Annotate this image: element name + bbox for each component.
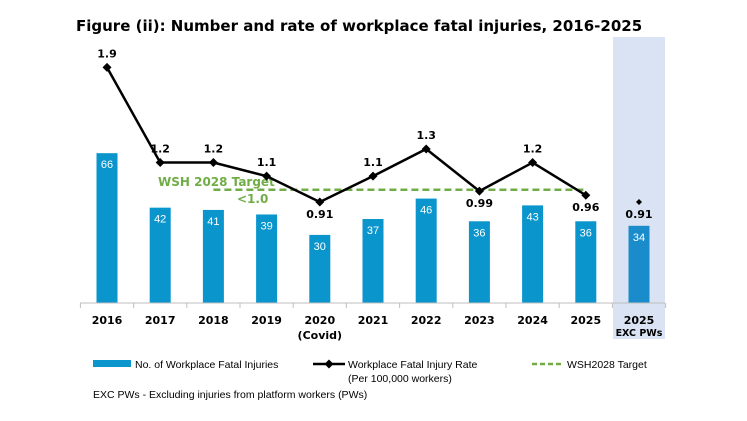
x-tick-sublabel: EXC PWs (616, 328, 663, 339)
rate-marker (208, 158, 218, 168)
rate-label: 0.91 (625, 208, 652, 221)
rate-marker (102, 62, 112, 72)
x-tick-label: 2017 (145, 314, 176, 327)
bar (96, 153, 118, 303)
bar (628, 225, 650, 303)
bar (362, 219, 384, 303)
legend-bars: No. of Workplace Fatal Injuries (135, 359, 278, 371)
footnote: EXC PWs - Excluding injuries from platfo… (93, 389, 367, 401)
x-tick-label: 2016 (92, 314, 123, 327)
rate-label: 1.1 (257, 156, 277, 169)
bar-label: 66 (101, 159, 113, 171)
rate-marker (528, 158, 538, 168)
rate-label: 0.96 (572, 201, 599, 214)
rate-marker (262, 171, 272, 181)
bar-label: 36 (580, 227, 592, 239)
bar (202, 209, 224, 303)
rate-label: 1.1 (363, 156, 383, 169)
x-tick-label: 2025 (570, 314, 601, 327)
rate-label: 1.2 (150, 143, 170, 156)
rate-line (105, 66, 587, 204)
bar (309, 234, 331, 303)
bar-label: 46 (420, 205, 432, 217)
bar-label: 41 (207, 216, 219, 228)
bar-label: 43 (526, 211, 538, 223)
rate-label: 0.91 (306, 208, 333, 221)
bar (256, 214, 278, 303)
bar-label: 37 (367, 225, 379, 237)
bar (522, 205, 544, 303)
legend-target: WSH2028 Target (567, 359, 647, 371)
bar (149, 207, 171, 303)
x-tick-label: 2022 (411, 314, 442, 327)
target-annotation-value: <1.0 (237, 192, 268, 206)
legend-rate-sub: (Per 100,000 workers) (348, 373, 452, 385)
rate-marker (474, 186, 484, 196)
legend-bar-swatch (93, 360, 131, 367)
x-tick-label: 2024 (517, 314, 548, 327)
rate-label: 1.3 (416, 129, 436, 142)
rate-label: 1.2 (523, 143, 543, 156)
bar-label: 30 (314, 241, 326, 253)
bar-label: 39 (260, 220, 272, 232)
rate-marker (315, 197, 325, 207)
x-tick-label: 2025 (624, 314, 655, 327)
x-tick-label: 2018 (198, 314, 229, 327)
rate-marker (581, 190, 591, 200)
x-tick-label: 2021 (358, 314, 389, 327)
rate-label: 1.2 (204, 143, 224, 156)
bar-label: 34 (633, 232, 645, 244)
chart-title: Figure (ii): Number and rate of workplac… (76, 17, 642, 35)
x-tick-label: 2019 (251, 314, 282, 327)
x-tick-label: 2023 (464, 314, 495, 327)
x-tick-sublabel: (Covid) (298, 329, 343, 342)
rate-marker (636, 199, 642, 205)
bar-label: 36 (473, 227, 485, 239)
bar-label: 42 (154, 214, 166, 226)
rate-label: 1.9 (97, 47, 117, 60)
x-tick-label: 2020 (304, 314, 335, 327)
rate-marker (421, 144, 431, 154)
legend-rate: Workplace Fatal Injury Rate (348, 359, 478, 371)
legend-line-marker (324, 359, 334, 369)
target-annotation: WSH 2028 Target (158, 175, 275, 189)
bar (575, 221, 597, 303)
rate-label: 0.99 (466, 197, 493, 210)
rate-marker (368, 171, 378, 181)
rate-marker (155, 158, 165, 168)
bar (468, 221, 490, 303)
bar (415, 198, 437, 303)
